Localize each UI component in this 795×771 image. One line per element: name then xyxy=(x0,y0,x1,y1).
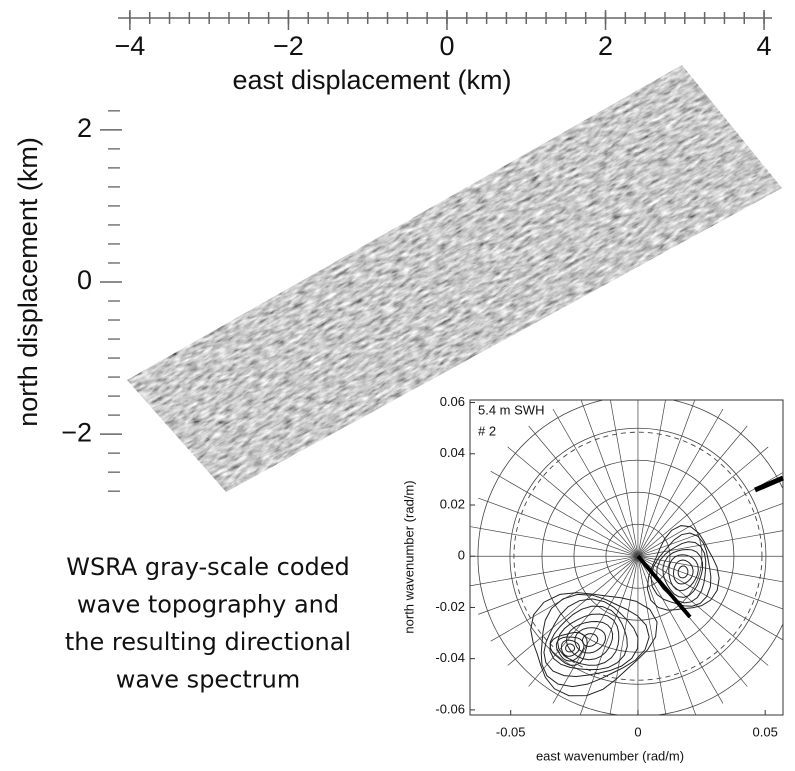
y-tick-label: −2 xyxy=(61,417,92,447)
polar-spoke xyxy=(490,470,639,557)
y-tick-label: 0.04 xyxy=(440,445,465,460)
contour xyxy=(565,643,576,653)
y-tick-label: 0.02 xyxy=(440,496,465,511)
x-tick-label: −4 xyxy=(114,31,145,61)
polar-spoke xyxy=(637,425,748,557)
contour xyxy=(650,532,712,607)
contour xyxy=(656,541,707,604)
contour xyxy=(668,554,699,592)
spectrum-frame xyxy=(469,399,784,716)
contour xyxy=(677,565,689,579)
caption: WSRA gray-scale coded wave topography and… xyxy=(65,553,351,694)
polar-spoke xyxy=(470,555,639,587)
polar-spoke xyxy=(507,555,639,666)
polar-spoke xyxy=(637,400,696,557)
y-tick-label: 0 xyxy=(77,265,92,295)
polar-spoke xyxy=(637,555,783,583)
polar-spoke xyxy=(609,556,639,715)
annotation: # 2 xyxy=(478,423,496,438)
x-tick-label: 4 xyxy=(757,31,772,61)
contour xyxy=(574,627,606,654)
y-tick-label: -0.06 xyxy=(435,701,465,716)
contour xyxy=(549,605,628,671)
polar-spoke xyxy=(528,425,639,557)
polar-spoke xyxy=(552,556,639,704)
contour xyxy=(646,525,720,611)
contour xyxy=(555,636,585,662)
mean-direction xyxy=(636,554,692,619)
x-tick-label: −2 xyxy=(273,31,304,61)
x-tick-label: 2 xyxy=(598,31,613,61)
polar-spoke xyxy=(637,408,724,557)
polar-spoke xyxy=(637,556,724,704)
y-axis-label: north wavenumber (rad/m) xyxy=(401,480,416,633)
x-tick-label: 0.05 xyxy=(753,724,778,739)
polar-grid xyxy=(470,400,783,715)
y-tick-label: -0.04 xyxy=(435,650,465,665)
polar-spoke xyxy=(478,555,639,615)
polar-spoke xyxy=(637,530,783,557)
contour xyxy=(543,598,639,677)
polar-spoke xyxy=(637,503,783,557)
polar-spoke xyxy=(637,400,666,557)
polar-spoke xyxy=(610,400,639,557)
contour xyxy=(549,631,588,666)
annotation: 5.4 m SWH xyxy=(478,402,544,417)
wave-topography xyxy=(127,65,782,492)
x-tick-label: 0 xyxy=(634,724,641,739)
caption-line: wave topography and xyxy=(77,591,339,619)
polar-spoke xyxy=(637,556,667,715)
x-axis-label: east wavenumber (rad/m) xyxy=(536,748,684,763)
caption-line: the resulting directional xyxy=(65,628,351,656)
polar-spoke xyxy=(528,555,639,687)
polar-spoke xyxy=(580,400,639,557)
contour xyxy=(540,593,650,688)
contour xyxy=(557,613,620,666)
caption-line: WSRA gray-scale coded xyxy=(66,553,350,581)
y-axis-label: north displacement (km) xyxy=(13,137,43,427)
polar-spoke xyxy=(470,526,639,557)
caption-line: wave spectrum xyxy=(116,666,301,694)
contour xyxy=(565,620,614,661)
polar-spoke xyxy=(507,446,639,557)
polar-spoke xyxy=(478,497,639,557)
polar-spoke xyxy=(637,446,769,557)
x-tick-label: -0.05 xyxy=(496,724,526,739)
polar-spoke xyxy=(637,555,769,666)
y-tick-label: 0.06 xyxy=(440,394,465,409)
contour xyxy=(530,592,658,697)
peak-marker xyxy=(754,475,784,493)
polar-spoke xyxy=(579,556,639,715)
y-tick-label: 2 xyxy=(77,113,92,143)
polar-spoke xyxy=(552,408,639,557)
y-tick-label: 0 xyxy=(458,548,465,563)
x-tick-label: 0 xyxy=(439,31,454,61)
y-tick-label: -0.02 xyxy=(435,599,465,614)
contour xyxy=(561,639,581,657)
contour xyxy=(673,559,694,585)
x-axis-label: east displacement (km) xyxy=(232,65,511,95)
contour xyxy=(662,548,704,598)
